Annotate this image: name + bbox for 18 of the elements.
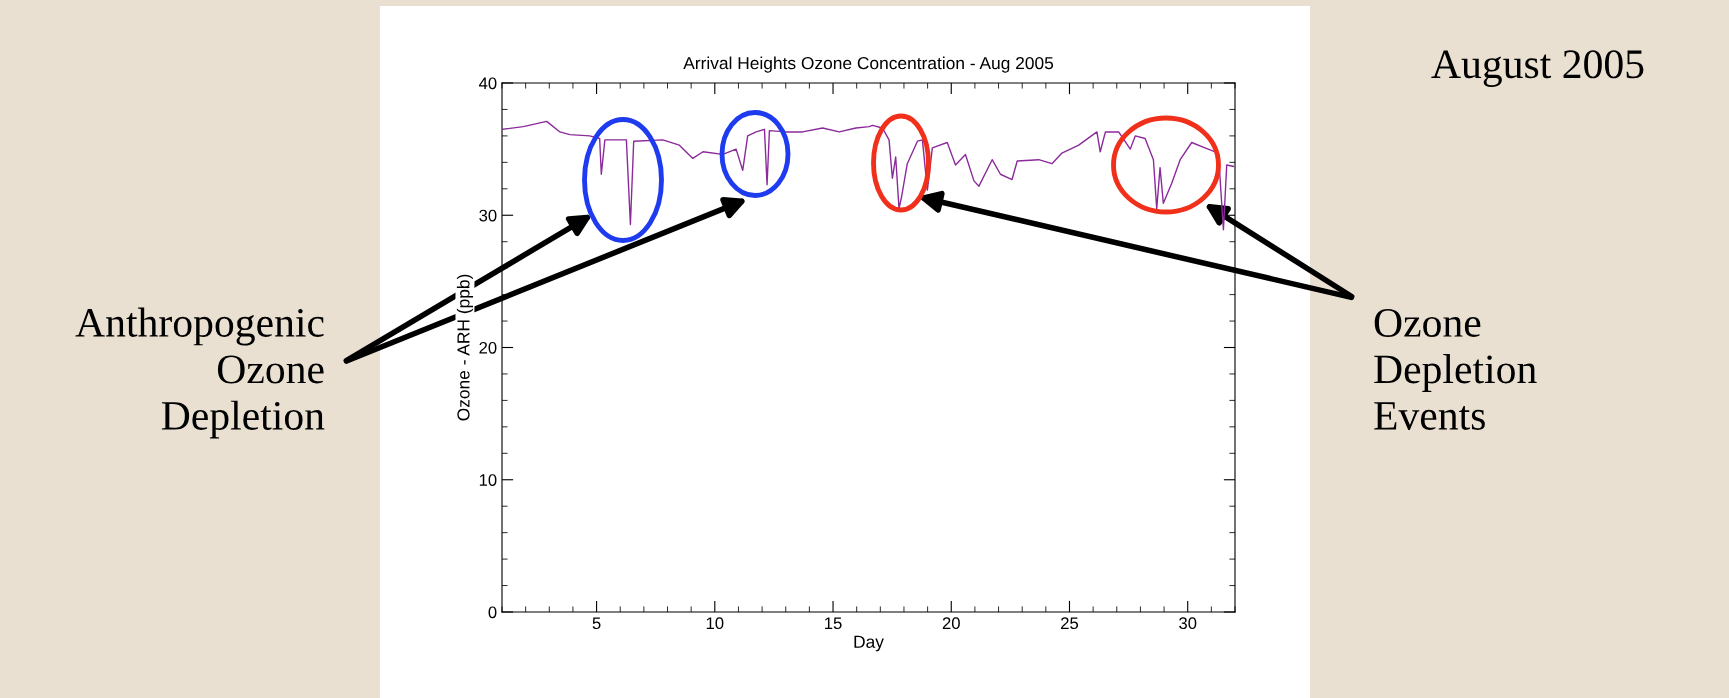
text: August 2005: [1431, 50, 1644, 87]
x-tick-label: 25: [1061, 617, 1079, 630]
y-tick-label: 40: [478, 77, 497, 90]
chart-title: Arrival Heights Ozone Concentration - Aug 2005: [683, 56, 1054, 73]
x-tick-label: 20: [942, 617, 960, 630]
y-tick-label: 30: [479, 209, 497, 222]
y-axis-title: Ozone - ARH (ppb): [456, 274, 474, 421]
x-axis-title: Day: [854, 635, 884, 652]
y-tick-label: 0: [488, 606, 497, 619]
y-tick-label: 20: [479, 341, 497, 354]
x-tick-label: 30: [1179, 617, 1197, 630]
text: Anthropogenic Ozone Depletion: [75, 307, 325, 439]
text: Ozone Depletion Events: [1374, 308, 1537, 430]
x-tick-label: 5: [592, 617, 601, 630]
line-series: [502, 120, 1235, 231]
x-tick-label: 10: [706, 617, 724, 630]
x-tick-label: 15: [825, 617, 842, 630]
y-tick-label: 10: [479, 474, 497, 486]
